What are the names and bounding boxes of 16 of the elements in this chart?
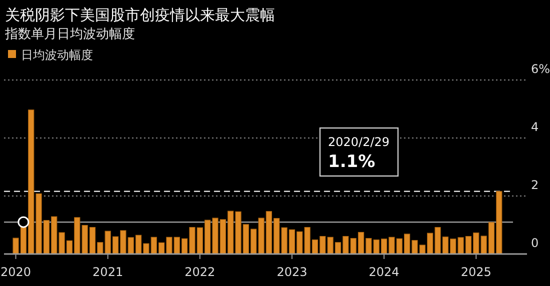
annotation: 2020/2/29 [328, 135, 390, 149]
subtitle: 指数单月日均波动幅度 [5, 27, 135, 42]
legend-label: 日均波动幅度 [21, 48, 93, 62]
annotation: 1.1% [328, 152, 376, 172]
legend: 日均波动幅度 [8, 48, 93, 62]
x-tick-label: 2024 [368, 265, 400, 279]
y-tick-label: 0 [531, 236, 539, 250]
x-tick-label: 2025 [460, 265, 492, 279]
x-tick-label: 2023 [276, 265, 308, 279]
x-tick-label: 2020 [0, 265, 32, 279]
title: 关税阴影下美国股市创疫情以来最大震幅 [5, 6, 275, 24]
y-tick-label: 2 [531, 178, 539, 192]
y-tick-label: 6% [531, 62, 550, 76]
y-tick-label: 4 [531, 120, 539, 134]
x-tick-label: 2021 [92, 265, 124, 279]
x-tick-label: 2022 [184, 265, 216, 279]
